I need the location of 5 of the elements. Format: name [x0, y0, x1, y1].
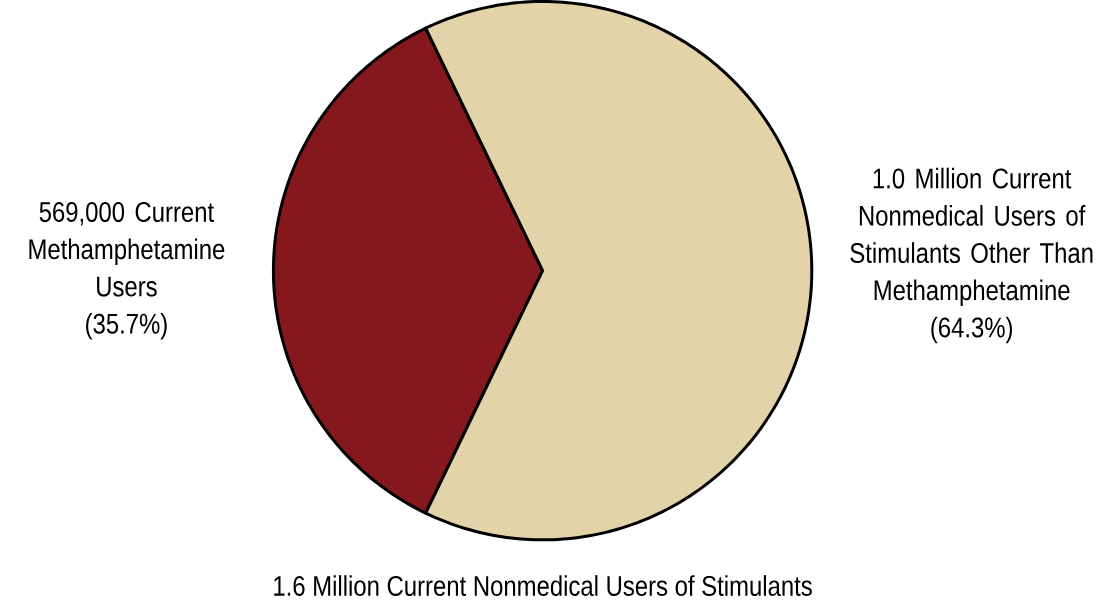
data-label: (35.7%) [86, 313, 167, 340]
slice-label: 569,000 Current Methamphetamine Users [29, 202, 225, 297]
slice-label: 1.0 Million Current Nonmedical Users of Stimulants Other Than Methamphetamine [850, 167, 1093, 307]
data-label: (64.3%) [931, 316, 1012, 344]
text: 1.6 Million Current Nonmedical Users of Stimulants [274, 575, 812, 597]
